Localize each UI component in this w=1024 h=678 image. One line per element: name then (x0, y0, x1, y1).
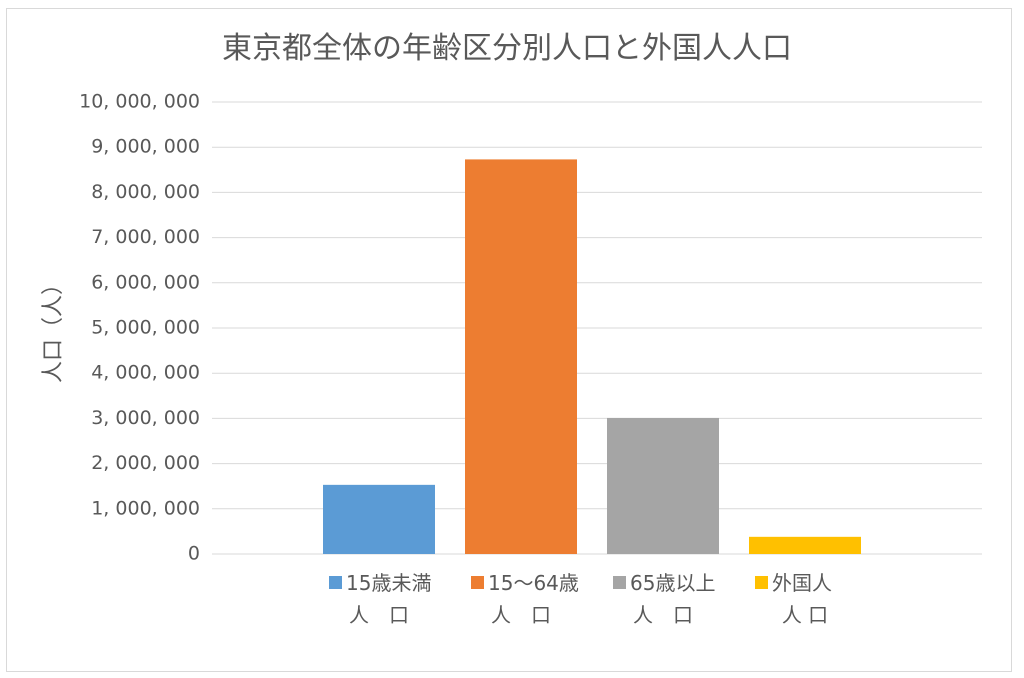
y-tick-label: 10, 000, 000 (79, 91, 200, 113)
bars (323, 159, 861, 555)
y-tick-label: 5, 000, 000 (91, 317, 200, 339)
y-tick-label: 6, 000, 000 (91, 271, 200, 293)
y-tick-label: 0 (188, 543, 200, 565)
y-tick-label: 7, 000, 000 (91, 226, 200, 248)
x-tick-label: 15歳未満 (346, 571, 431, 595)
x-tick-label-line2: 人 口 (633, 603, 693, 627)
x-tick-label-line2: 人 口 (491, 603, 551, 627)
x-tick-label-line2: 人 口 (349, 603, 409, 627)
y-tick-label: 1, 000, 000 (91, 497, 200, 519)
chart-title: 東京都全体の年齢区分別人口と外国人人口 (222, 31, 792, 66)
bar (465, 159, 577, 555)
category-color-swatch (329, 576, 342, 589)
y-tick-labels: 0 1, 000, 000 2, 000, 000 3, 000, 000 4, 000… (79, 91, 200, 565)
category-color-swatch (755, 576, 768, 589)
bar (749, 536, 861, 554)
category-color-swatch (471, 576, 484, 589)
x-tick-label: 外国人 (772, 571, 832, 595)
category-color-swatch (613, 576, 626, 589)
y-tick-label: 3, 000, 000 (91, 407, 200, 429)
x-tick-label: 65歳以上 (630, 571, 715, 595)
x-tick-label-line2: 人 口 (782, 603, 828, 627)
bar (323, 484, 435, 554)
y-axis-label: 人口（人） (41, 273, 66, 383)
x-tick-label: 15～64歳 (488, 571, 579, 595)
y-tick-label: 9, 000, 000 (91, 136, 200, 158)
y-tick-label: 4, 000, 000 (91, 362, 200, 384)
bar (607, 417, 719, 554)
y-tick-label: 8, 000, 000 (91, 181, 200, 203)
y-tick-label: 2, 000, 000 (91, 452, 200, 474)
